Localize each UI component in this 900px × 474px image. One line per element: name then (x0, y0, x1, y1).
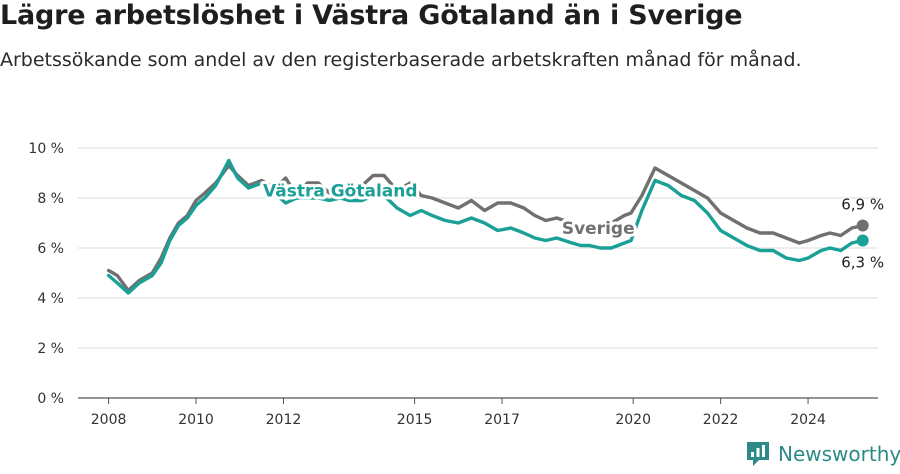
newsworthy-logo-icon (747, 442, 769, 466)
series-annotations: 6,9 % 6,3 % Västra Götaland Sverige (260, 179, 884, 272)
series-end-point (856, 234, 869, 247)
x-tick-label: 2008 (91, 412, 127, 428)
x-tick-label: 2024 (790, 412, 826, 428)
x-tick-label: 2010 (178, 412, 214, 428)
series-annotation: Sverige (562, 219, 635, 239)
y-tick-label: 0 % (37, 391, 64, 407)
x-tick-label: 2012 (266, 412, 302, 428)
newsworthy-logo: Newsworthy (745, 440, 900, 468)
y-tick-label: 10 % (28, 141, 64, 157)
newsworthy-logo-text: Newsworthy (778, 442, 900, 466)
chart-title: Lägre arbetslöshet i Västra Götaland än … (0, 0, 743, 31)
series-line-v-stra-g-taland (106, 158, 865, 295)
y-axis-ticks: 0 % 2 % 4 % 6 % 8 % 10 % (28, 141, 64, 407)
y-tick-label: 6 % (37, 241, 64, 257)
series-annotation: Västra Götaland (263, 182, 418, 202)
series-lines (106, 158, 869, 295)
series-end-label: 6,3 % (841, 254, 884, 272)
x-tick-label: 2020 (615, 412, 651, 428)
chart-subtitle: Arbetssökande som andel av den registerb… (0, 49, 802, 71)
x-tick-label: 2022 (703, 412, 739, 428)
y-tick-label: 2 % (37, 341, 64, 357)
series-end-point (856, 219, 869, 232)
x-tick-label: 2017 (484, 412, 520, 428)
series-end-label: 6,9 % (841, 196, 884, 214)
x-axis: 2008 2010 2012 2015 2017 2020 2022 2024 (91, 398, 826, 428)
y-tick-label: 4 % (37, 291, 64, 307)
gridlines (78, 147, 878, 399)
series-line-sverige (106, 163, 865, 293)
x-tick-label: 2015 (397, 412, 433, 428)
y-tick-label: 8 % (37, 191, 64, 207)
